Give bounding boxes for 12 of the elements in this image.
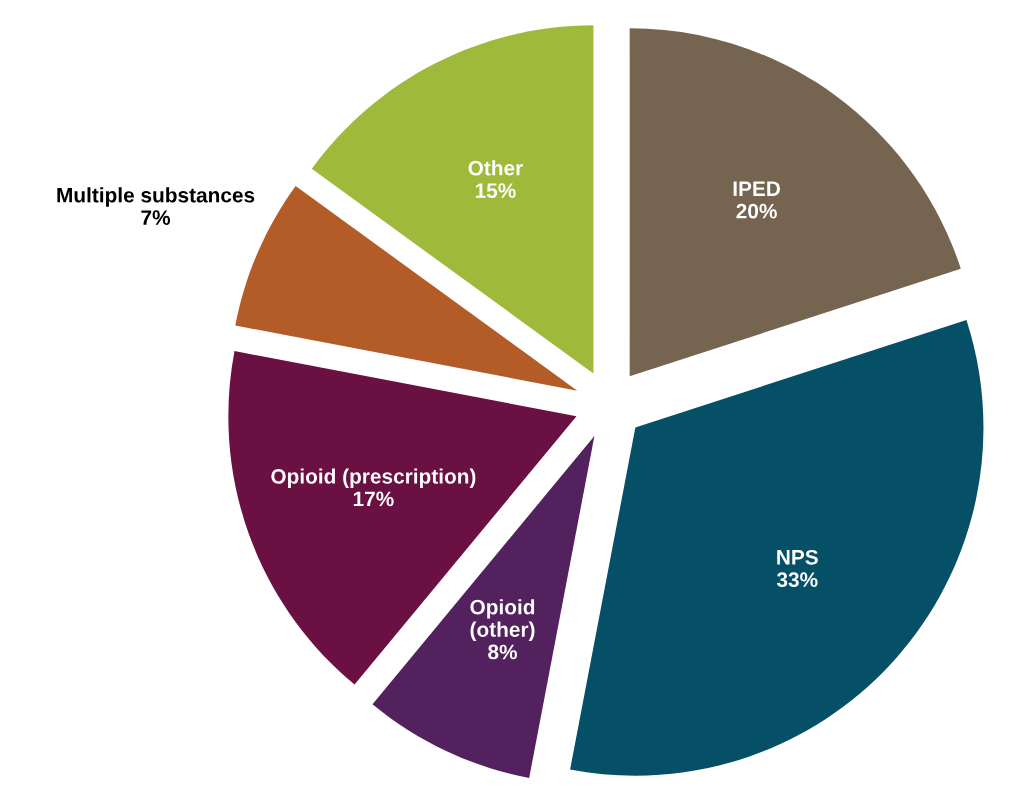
slice-label: Opioid (other) (470, 599, 535, 642)
data-label: 33% (776, 572, 818, 588)
data-label: 20% (736, 203, 777, 219)
slice-label: Other (468, 160, 523, 176)
data-label: 15% (475, 183, 516, 198)
data-label: 7% (141, 210, 171, 225)
slice-label: Multiple substances (57, 187, 255, 207)
data-label: 8% (488, 644, 518, 660)
slice-label: NPS (777, 549, 818, 565)
slice-label: Opioid (prescription) (271, 468, 476, 488)
slice-label: IPED (733, 181, 781, 196)
data-label: 17% (353, 491, 394, 507)
